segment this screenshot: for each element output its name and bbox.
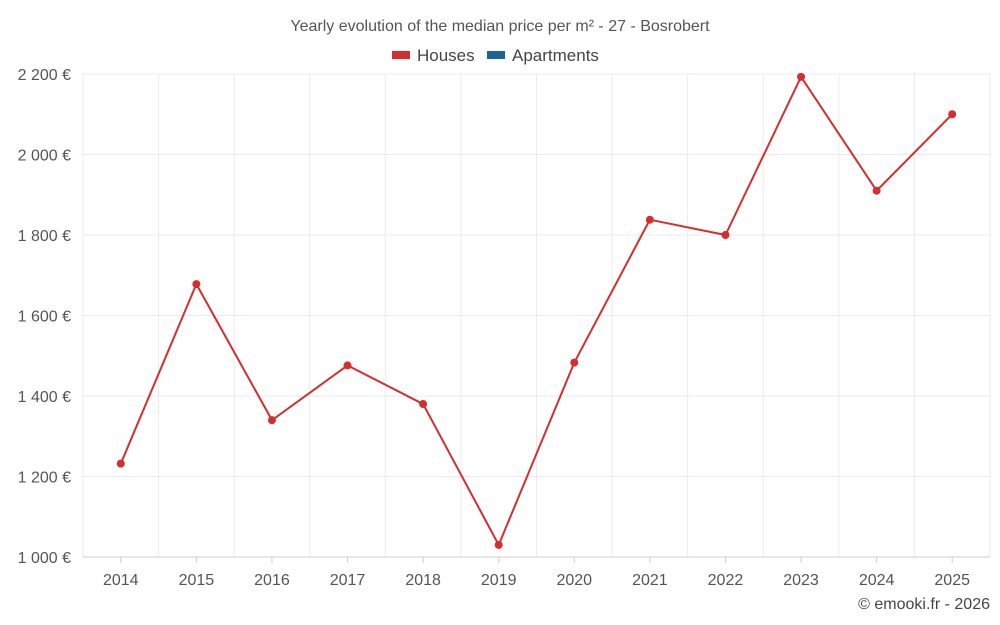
x-tick-label: 2025: [934, 572, 970, 589]
data-point-houses[interactable]: [116, 459, 125, 468]
legend-label-houses: Houses: [417, 46, 475, 65]
x-tick-label: 2015: [179, 572, 215, 589]
y-tick-label: 1 200 €: [18, 470, 71, 487]
x-tick-label: 2017: [330, 572, 366, 589]
x-tick-label: 2023: [783, 572, 819, 589]
legend-label-apartments: Apartments: [512, 46, 599, 65]
y-tick-label: 1 000 €: [18, 550, 71, 567]
grid: [82, 73, 991, 557]
x-axis-ticks: 2014 2015 2016 2017 2018 2019 2020 2021 2022 2023…: [103, 557, 970, 589]
x-tick-label: 2022: [708, 572, 744, 589]
data-point-houses[interactable]: [872, 186, 881, 195]
y-axis-ticks: 1 000 € 1 200 € 1 400 € 1 600 € 1 800 € 2 000…: [18, 67, 71, 567]
y-tick-label: 2 000 €: [18, 148, 71, 165]
legend-swatch-apartments: [487, 51, 505, 59]
x-tick-label: 2021: [632, 572, 668, 589]
x-tick-label: 2016: [254, 572, 290, 589]
y-tick-label: 1 600 €: [18, 309, 71, 326]
series: [116, 72, 957, 549]
x-tick-label: 2019: [481, 572, 517, 589]
y-tick-label: 1 400 €: [18, 389, 71, 406]
x-tick-label: 2018: [405, 572, 441, 589]
y-tick-label: 2 200 €: [18, 67, 71, 84]
data-point-houses[interactable]: [343, 361, 352, 370]
x-tick-label: 2024: [859, 572, 895, 589]
y-tick-label: 1 800 €: [18, 228, 71, 245]
axes: [82, 74, 990, 558]
x-tick-label: 2014: [103, 572, 139, 589]
data-point-houses[interactable]: [419, 400, 428, 409]
data-point-houses[interactable]: [645, 215, 654, 224]
data-point-houses[interactable]: [948, 110, 957, 119]
legend-item-houses[interactable]: Houses: [392, 46, 475, 65]
x-tick-label: 2020: [556, 572, 592, 589]
legend: Houses Apartments: [392, 46, 599, 65]
data-point-houses[interactable]: [192, 280, 201, 289]
data-point-houses[interactable]: [797, 72, 806, 81]
legend-swatch-houses: [392, 51, 410, 59]
chart-title: Yearly evolution of the median price per…: [290, 18, 710, 35]
series-line-houses: [119, 75, 953, 546]
data-point-houses[interactable]: [267, 416, 276, 425]
credit-text: © emooki.fr - 2026: [858, 596, 990, 613]
legend-item-apartments[interactable]: Apartments: [487, 46, 599, 65]
data-point-houses[interactable]: [570, 358, 579, 367]
data-point-houses[interactable]: [721, 231, 730, 239]
data-point-houses[interactable]: [494, 540, 503, 549]
